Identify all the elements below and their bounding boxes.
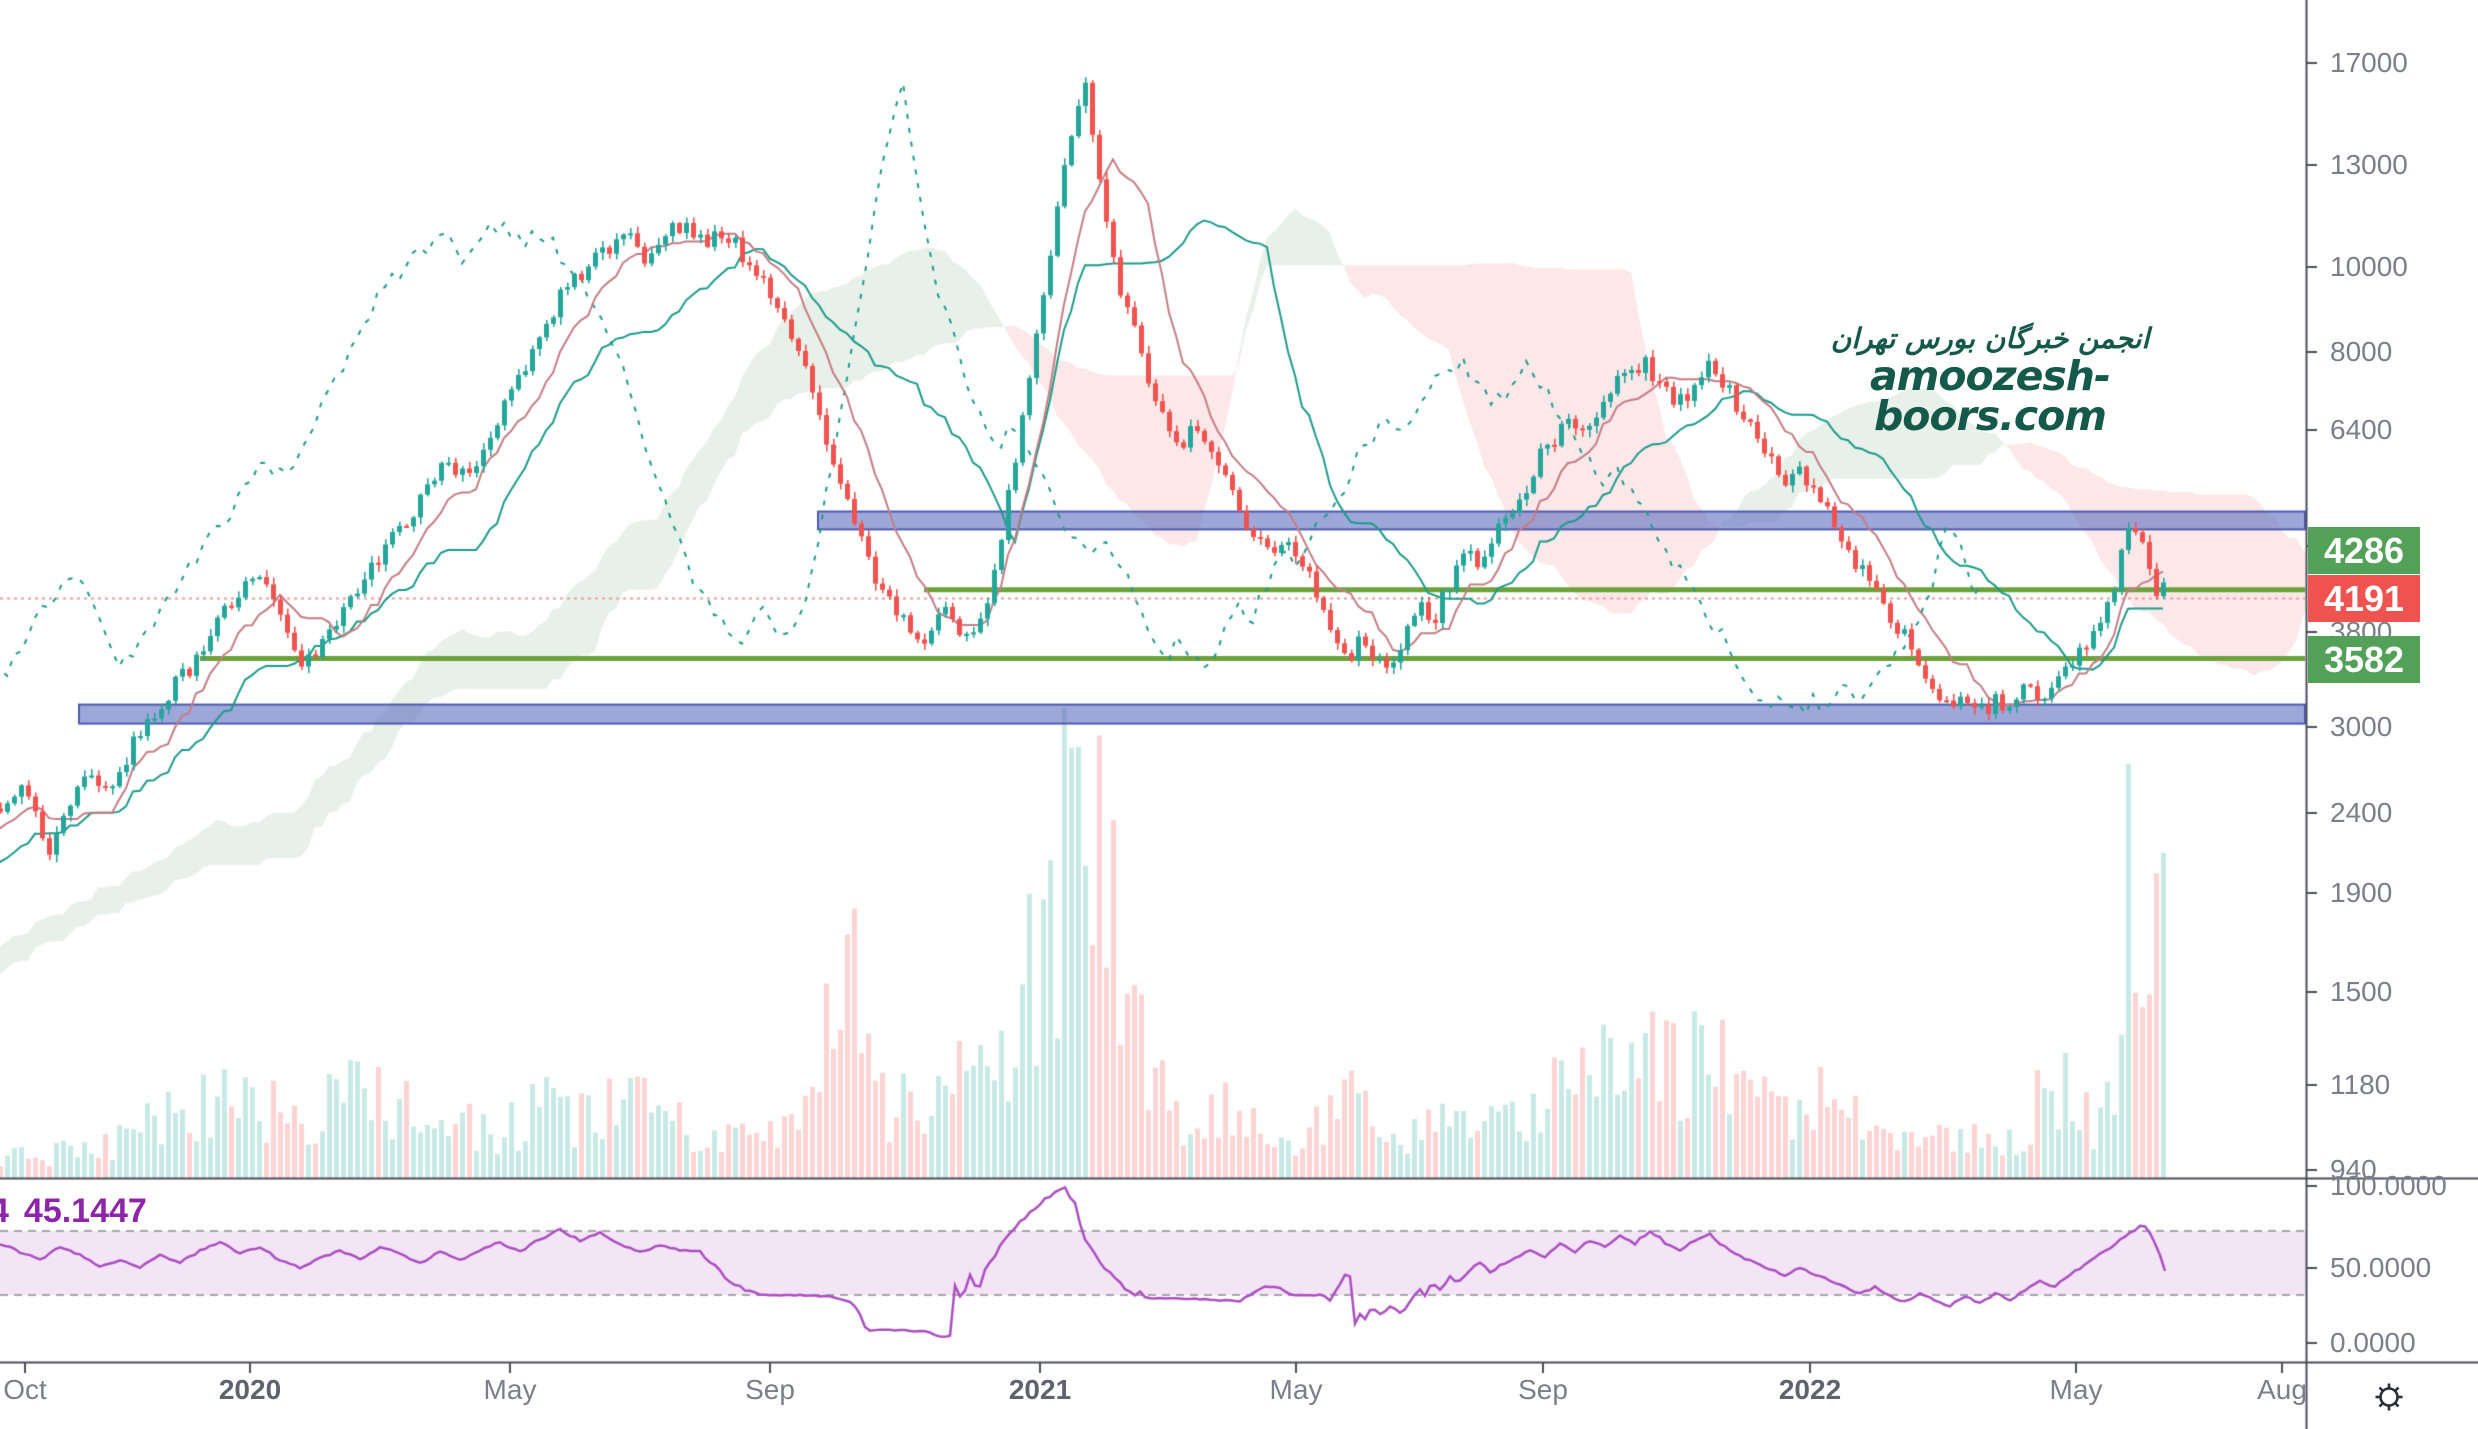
price-tick-label: 1500 (2330, 976, 2393, 1007)
time-tick-label[interactable]: May (1269, 1374, 1323, 1405)
time-tick-year-label[interactable]: 2022 (1778, 1374, 1842, 1405)
price-tick-label: 2400 (2330, 797, 2393, 828)
rsi-tick-label: 0.0000 (2330, 1327, 2416, 1358)
rsi-tick-label: 100.0000 (2330, 1170, 2447, 1201)
rsi-label-clipped-char: 4 (0, 1192, 9, 1231)
price-tick-label: 1180 (2330, 1069, 2391, 1100)
watermark-site-text: amoozesh-boors.com (1869, 352, 2111, 440)
time-tick-label[interactable]: Aug (2257, 1374, 2307, 1405)
time-tick-label[interactable]: Oct (3, 1374, 47, 1405)
rsi-current-value: 45.1447 (23, 1192, 147, 1230)
rsi-value-label: 4 45.1447 (0, 1192, 147, 1231)
price-level-tag-4286: 4286 (2308, 527, 2420, 574)
rsi-tick-label: 50.0000 (2330, 1252, 2432, 1283)
price-level-tag-3582: 3582 (2308, 636, 2420, 683)
watermark: انجمن خبرگان بورس تهران amoozesh-boors.c… (1800, 322, 2180, 440)
time-tick-year-label[interactable]: 2021 (1008, 1374, 1072, 1405)
price-tick-label: 17000 (2330, 47, 2408, 78)
price-tick-label: 3000 (2330, 711, 2393, 742)
price-tick-label: 13000 (2330, 149, 2408, 180)
watermark-persian-text: انجمن خبرگان بورس تهران (1830, 322, 2150, 355)
price-tick-label: 940 (2330, 1154, 2377, 1185)
time-tick-label[interactable]: Sep (1518, 1374, 1568, 1405)
time-tick-label[interactable]: Sep (745, 1374, 795, 1405)
price-tick-label: 8000 (2330, 336, 2393, 367)
time-tick-label[interactable]: May (2049, 1374, 2103, 1405)
price-tick-label: 6400 (2330, 414, 2393, 445)
time-tick-year-label[interactable]: 2020 (218, 1374, 282, 1405)
price-tick-label: 1900 (2330, 877, 2393, 908)
price-tick-label: 10000 (2330, 251, 2408, 282)
price-level-tag-4191: 4191 (2308, 575, 2420, 622)
settings-gear-icon[interactable] (2370, 1378, 2408, 1416)
time-tick-label[interactable]: May (483, 1374, 537, 1405)
